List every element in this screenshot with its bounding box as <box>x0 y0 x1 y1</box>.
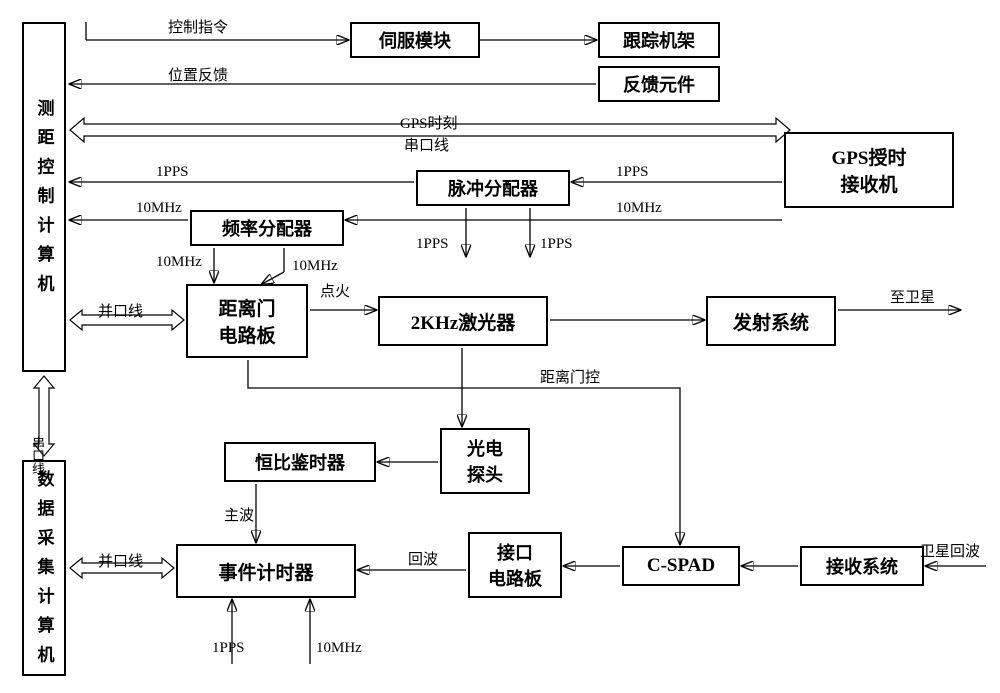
lbl-pos-fb: 位置反馈 <box>168 64 228 85</box>
gps-receiver: GPS授时接收机 <box>784 132 954 208</box>
cfd: 恒比鉴时器 <box>224 442 376 482</box>
lbl-main-wave: 主波 <box>224 504 254 525</box>
data-acq-computer: 数 据 采 集 计 算 机 <box>22 460 66 676</box>
lbl-parallel2: 并口线 <box>98 550 143 571</box>
laser-label: 2KHz激光器 <box>411 308 516 335</box>
lbl-1pps-e: 1PPS <box>212 640 245 657</box>
track-mount: 跟踪机架 <box>598 22 720 58</box>
feedback-label: 反馈元件 <box>623 71 695 97</box>
freq-distributor: 频率分配器 <box>190 210 344 246</box>
event-timer-label: 事件计时器 <box>218 558 313 585</box>
range-ctrl-label: 测 距 控 制 计 算 机 <box>32 99 57 296</box>
lbl-serial: 串口线 <box>404 134 449 155</box>
gps-label: GPS授时接收机 <box>832 143 907 197</box>
lbl-sat-echo: 卫星回波 <box>920 540 980 561</box>
freq-label: 频率分配器 <box>222 215 312 241</box>
range-gate-board: 距离门电路板 <box>186 284 308 358</box>
lbl-fire: 点火 <box>320 280 350 301</box>
if-label: 接口电路板 <box>488 539 542 591</box>
servo-module: 伺服模块 <box>350 22 480 58</box>
data-acq-label: 数 据 采 集 计 算 机 <box>32 470 57 667</box>
pulse-label: 脉冲分配器 <box>448 175 538 201</box>
lbl-1pps-c: 1PPS <box>416 236 449 253</box>
tx-label: 发射系统 <box>733 308 809 335</box>
range-ctrl-computer: 测 距 控 制 计 算 机 <box>22 22 66 372</box>
cfd-label: 恒比鉴时器 <box>255 449 345 475</box>
tx-system: 发射系统 <box>706 296 836 346</box>
interface-board: 接口电路板 <box>468 532 562 598</box>
feedback-element: 反馈元件 <box>598 66 720 102</box>
pulse-distributor: 脉冲分配器 <box>416 170 570 206</box>
lbl-10m-b: 10MHz <box>616 200 662 217</box>
gate-label: 距离门电路板 <box>218 294 275 348</box>
rx-label: 接收系统 <box>826 553 898 579</box>
lbl-10m-c: 10MHz <box>156 254 202 271</box>
probe-label: 光电探头 <box>467 435 503 487</box>
lbl-10m-d: 10MHz <box>292 258 338 275</box>
cspad-label: C-SPAD <box>647 555 715 577</box>
laser-2khz: 2KHz激光器 <box>378 296 548 346</box>
lbl-ctrl-cmd: 控制指令 <box>168 16 228 37</box>
c-spad: C-SPAD <box>622 546 740 586</box>
servo-label: 伺服模块 <box>379 27 451 53</box>
lbl-1pps-d: 1PPS <box>540 236 573 253</box>
track-label: 跟踪机架 <box>623 27 695 53</box>
lbl-1pps-b: 1PPS <box>616 164 649 181</box>
lbl-parallel1: 并口线 <box>98 300 143 321</box>
lbl-to-sat: 至卫星 <box>890 286 935 307</box>
lbl-10m-a: 10MHz <box>136 200 182 217</box>
photo-probe: 光电探头 <box>440 428 530 494</box>
lbl-echo: 回波 <box>408 548 438 569</box>
event-timer: 事件计时器 <box>176 544 356 598</box>
lbl-gate-ctrl: 距离门控 <box>540 366 600 387</box>
lbl-1pps-a: 1PPS <box>156 164 189 181</box>
lbl-10m-e: 10MHz <box>316 640 362 657</box>
lbl-gps-time: GPS时刻 <box>400 112 458 133</box>
rx-system: 接收系统 <box>800 546 924 586</box>
lbl-serial-v: 串口线 <box>28 436 47 475</box>
